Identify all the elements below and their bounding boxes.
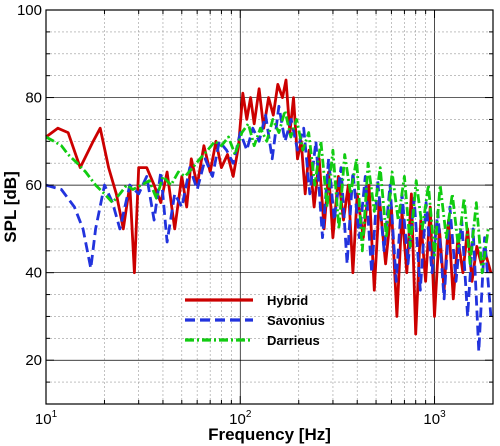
- x-axis-title: Frequency [Hz]: [208, 425, 331, 444]
- x-tick-label-exponent: 1: [52, 409, 58, 420]
- x-tick-label: 103: [423, 409, 446, 428]
- legend: Hybrid Savonius Darrieus: [185, 293, 325, 348]
- x-tick-label-exponent: 2: [246, 409, 252, 420]
- legend-label-hybrid: Hybrid: [267, 293, 308, 308]
- y-tick-label: 40: [25, 265, 42, 282]
- y-tick-label: 100: [17, 2, 42, 19]
- y-tick-label: 20: [25, 352, 42, 369]
- x-tick-label: 102: [229, 409, 252, 428]
- legend-label-savonius: Savonius: [267, 313, 325, 328]
- x-tick-label-exponent: 3: [440, 409, 446, 420]
- series-line-darrieus: [45, 109, 490, 275]
- ticks: [45, 9, 494, 405]
- x-tick-label-base: 10: [423, 411, 440, 428]
- y-axis-title: SPL [dB]: [1, 171, 20, 242]
- series-lines: [45, 78, 493, 353]
- x-tick-label-base: 10: [229, 411, 246, 428]
- x-tick-label: 101: [35, 409, 58, 428]
- x-tick-label-base: 10: [35, 411, 52, 428]
- y-tick-label: 60: [25, 177, 42, 194]
- series-line-savonius: [45, 104, 493, 353]
- legend-label-darrieus: Darrieus: [267, 333, 320, 348]
- y-tick-label: 80: [25, 90, 42, 107]
